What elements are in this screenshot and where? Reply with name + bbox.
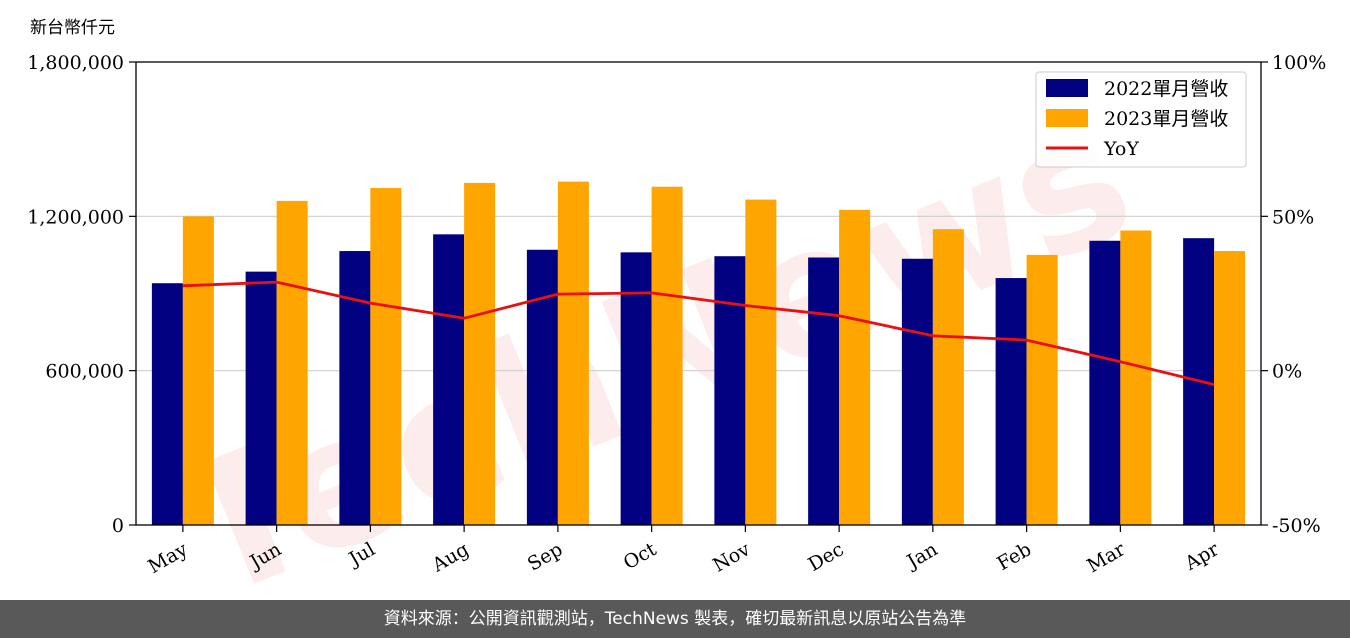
legend-label-2022: 2022單月營收 <box>1104 78 1228 100</box>
plot-frame <box>135 61 1262 526</box>
legend: 2022單月營收 2023單月營收 YoY <box>1035 71 1247 168</box>
right-axis: -50% 0% 50% 100% <box>1261 52 1326 537</box>
legend-swatch-2022 <box>1046 79 1088 97</box>
right-axis-tick-label: 50% <box>1272 206 1314 228</box>
bars <box>151 181 1246 526</box>
y-axis-unit-label: 新台幣仟元 <box>30 18 115 38</box>
bar-2022 <box>245 271 277 525</box>
bar-2023 <box>182 216 214 526</box>
legend-label-yoy: YoY <box>1103 138 1139 160</box>
chart-area: TechNews 新台幣仟元 0 600,000 1,200,000 1,800,00… <box>27 18 1326 600</box>
x-axis-tick-label: Sep <box>524 538 567 575</box>
x-axis-tick-label: May <box>144 538 191 578</box>
legend-swatch-2023 <box>1046 109 1088 127</box>
bar-2022 <box>339 251 371 525</box>
x-axis-tick-label: Oct <box>620 538 661 574</box>
footer-text: 資料來源：公開資訊觀測站，TechNews 製表，確切最新訊息以原站公告為準 <box>383 609 967 629</box>
x-axis-tick-label: Nov <box>709 538 754 577</box>
legend-label-2023: 2023單月營收 <box>1104 108 1228 130</box>
right-axis-tick-label: -50% <box>1272 515 1321 537</box>
right-axis-tick-label: 100% <box>1272 52 1326 74</box>
right-axis-tick-label: 0% <box>1272 361 1302 383</box>
bar-2023 <box>370 188 402 526</box>
bar-2022 <box>151 283 183 525</box>
x-axis-tick-label: Dec <box>804 538 847 576</box>
left-axis-tick-label: 0 <box>112 515 124 537</box>
bar-2023 <box>745 199 777 525</box>
yoy-line-series <box>182 280 1215 386</box>
bar-2023 <box>557 181 589 525</box>
bar-2022 <box>808 257 840 525</box>
x-axis-tick-label: Apr <box>1180 538 1223 575</box>
bar-2022 <box>433 234 465 526</box>
yoy-line <box>182 280 1215 386</box>
left-axis: 0 600,000 1,200,000 1,800,000 <box>27 52 136 537</box>
x-axis-tick-label: Jan <box>902 538 942 574</box>
bar-2023 <box>1026 254 1058 525</box>
bar-2022 <box>714 256 746 525</box>
bar-2022 <box>901 258 933 525</box>
legend-box <box>1035 71 1247 168</box>
source-footer: 資料來源：公開資訊觀測站，TechNews 製表，確切最新訊息以原站公告為準 <box>0 600 1350 638</box>
bar-2023 <box>651 186 683 525</box>
left-axis-tick-label: 600,000 <box>45 361 124 383</box>
left-axis-tick-label: 1,800,000 <box>27 52 124 74</box>
bar-2023 <box>464 182 496 525</box>
bar-2023 <box>1214 251 1246 525</box>
bar-2023 <box>839 209 871 525</box>
bar-2023 <box>932 229 964 525</box>
bar-2023 <box>1120 230 1152 525</box>
x-axis-tick-label: Feb <box>993 538 1035 575</box>
bar-2022 <box>526 249 558 525</box>
revenue-chart: TechNews 新台幣仟元 0600,0001,200,0001,800,00… <box>27 18 1326 600</box>
bar-2022 <box>620 252 652 525</box>
bar-2022 <box>1089 240 1121 525</box>
bar-2023 <box>276 200 308 525</box>
x-axis-tick-label: Mar <box>1083 538 1129 577</box>
left-axis-tick-label: 1,200,000 <box>27 206 124 228</box>
gridlines <box>136 215 1261 372</box>
bar-2022 <box>995 278 1027 525</box>
